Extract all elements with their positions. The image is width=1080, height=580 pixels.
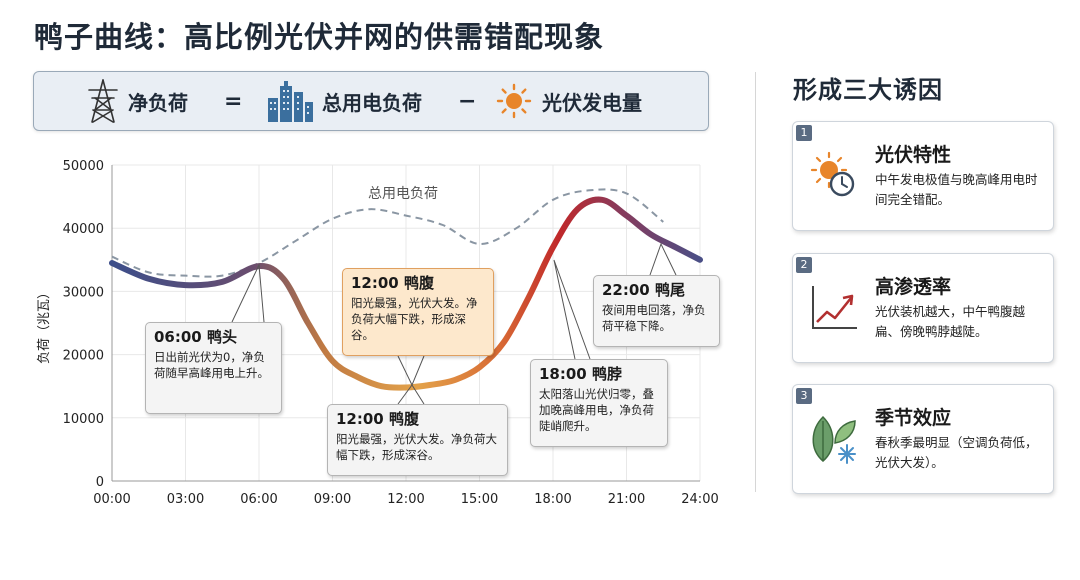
pv-gen-group: 光伏发电量 [496,72,642,130]
y-tick-label: 20000 [63,349,104,364]
buildings-icon [268,81,313,122]
y-tick-label: 0 [96,475,104,490]
leaf-snowflake-icon [812,415,856,464]
callout-title: 22:00 鸭尾 [602,281,685,299]
total-load-label: 总用电负荷 [322,90,422,115]
y-axis-label: 负荷（兆瓦） [37,286,52,364]
callout-duck-tail: 22:00 鸭尾 夜间用电回落，净负荷平稳下降。 [593,275,720,347]
transmission-tower-icon [88,79,118,123]
card-desc: 光伏装机越大，中午鸭腹越扁、傍晚鸭脖越陡。 [875,304,1026,339]
y-tick-label: 30000 [63,285,104,300]
page-title: 鸭子曲线：高比例光伏并网的供需错配现象 [34,20,605,54]
x-tick-label: 15:00 [461,492,498,507]
leader-duck-tail [649,242,677,276]
y-tick-label: 50000 [63,159,104,174]
cause-card-penetration: 2 高渗透率 光伏装机越大，中午鸭腹越扁、傍晚鸭脖越陡。 [792,253,1054,363]
formula-bar: 净负荷 = 总用电负荷 − [33,71,709,131]
sun-icon [496,83,532,119]
net-load-group: 净负荷 [86,72,188,130]
section-divider [755,72,756,492]
y-tick-label: 10000 [63,412,104,427]
callout-title: 18:00 鸭脖 [539,365,622,383]
callout-duck-head: 06:00 鸭头 日出前光伏为0，净负荷随早高峰用电上升。 [145,322,282,414]
cause-card-seasonal: 3 季节效应 春秋季最明显（空调负荷低，光伏大发）。 [792,384,1054,494]
card-title: 光伏特性 [875,144,952,166]
callout-duck-neck: 18:00 鸭脖 太阳落山光伏归零，叠加晚高峰用电，净负荷陡峭爬升。 [530,359,668,447]
callout-desc: 日出前光伏为0，净负荷随早高峰用电上升。 [154,350,269,380]
x-tick-label: 06:00 [240,492,277,507]
callout-desc: 阳光最强，光伏大发。净负荷大幅下跌，形成深谷。 [351,296,478,342]
callout-duck-belly: 12:00 鸭腹 阳光最强，光伏大发。净负荷大幅下跌，形成深谷。 [327,404,508,476]
x-tick-label: 21:00 [608,492,645,507]
rising-chart-icon [812,286,857,329]
causes-title: 形成三大诱因 [793,76,943,104]
leader-duck-belly-lower [397,384,425,405]
callout-desc: 阳光最强，光伏大发。净负荷大幅下跌，形成深谷。 [336,432,497,462]
sun-clock-icon [810,151,855,197]
callout-leaders [231,242,677,405]
card-number: 1 [796,125,812,141]
x-tick-label: 09:00 [314,492,351,507]
leader-duck-head [231,263,265,323]
total-load-series-label: 总用电负荷 [368,186,438,202]
x-tick-label: 18:00 [534,492,571,507]
leader-duck-neck [553,259,591,360]
pv-gen-label: 光伏发电量 [542,90,642,115]
net-load-line [109,196,703,391]
callout-title: 06:00 鸭头 [154,328,237,346]
callout-title: 12:00 鸭腹 [336,410,419,428]
y-tick-label: 40000 [63,222,104,237]
callout-desc: 夜间用电回落，净负荷平稳下降。 [602,303,706,333]
minus-sign: − [458,88,477,114]
card-title: 季节效应 [875,407,952,429]
callout-title: 12:00 鸭腹 [351,274,434,292]
total-load-group: 总用电负荷 [266,72,422,130]
callout-desc: 太阳落山光伏归零，叠加晚高峰用电，净负荷陡峭爬升。 [539,387,654,433]
x-tick-label: 12:00 [387,492,424,507]
card-desc: 中午发电极值与晚高峰用电时间完全错配。 [875,172,1038,207]
x-tick-label: 00:00 [93,492,130,507]
cause-card-pv-characteristics: 1 光伏特性 中午发电极值与晚高峰用电时间完全错配。 [792,121,1054,231]
leader-duck-belly-upper [397,355,425,387]
total-load-dashed-line [111,188,664,278]
equals-sign: = [224,88,243,114]
card-desc: 春秋季最明显（空调负荷低，光伏大发）。 [875,435,1038,470]
callout-duck-belly-highlight: 12:00 鸭腹 阳光最强，光伏大发。净负荷大幅下跌，形成深谷。 [342,268,494,356]
x-tick-label: 03:00 [167,492,204,507]
card-number: 3 [796,388,812,404]
x-tick-label: 24:00 [681,492,718,507]
net-load-label: 净负荷 [128,90,188,115]
card-title: 高渗透率 [875,276,952,298]
card-number: 2 [796,257,812,273]
